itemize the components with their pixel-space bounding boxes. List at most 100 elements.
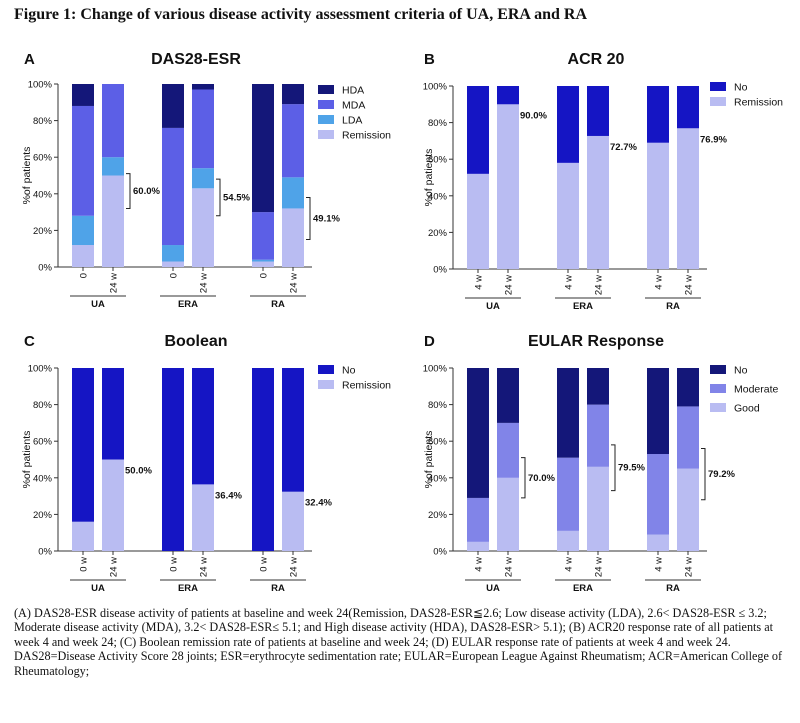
legend-label: LDA [342, 115, 362, 127]
y-tick-label: 40% [33, 473, 53, 484]
panel-c: C Boolean 0% 20% 40% 60% 80% 100% %of patients 0 … [21, 333, 391, 594]
bar-segment-no [587, 368, 609, 405]
bar-segment-remission [467, 173, 489, 269]
legend-swatch [710, 384, 726, 393]
legend-label: No [734, 82, 748, 94]
bar-segment-remission [557, 162, 579, 269]
x-category-label: 24 w [504, 275, 515, 295]
y-axis-label: %of patients [21, 147, 33, 205]
x-category-label: 4 w [474, 275, 485, 290]
x-category-label: 0 [169, 273, 180, 278]
panel-title: EULAR Response [528, 333, 664, 350]
annotation-label: 79.2% [708, 469, 735, 480]
bar-segment-no [467, 368, 489, 498]
bar-segment-moderate [647, 454, 669, 535]
panel-b: B ACR 20 0% 20% 40% 60% 80% 100% %of patients 4 w… [423, 51, 783, 312]
x-category-label: 24 w [289, 557, 300, 577]
x-category-label: 4 w [474, 557, 485, 572]
y-axis-label: %of patients [423, 149, 435, 207]
annotation-bracket [126, 173, 131, 209]
legend-swatch [318, 85, 334, 94]
bar-segment-moderate [467, 497, 489, 542]
figure-title: Figure 1: Change of various disease acti… [14, 6, 587, 23]
bar-segment-no [497, 86, 519, 105]
bar-segment-hda [282, 84, 304, 105]
bar-segment-no [72, 368, 94, 522]
x-category-label: 24 w [109, 557, 120, 577]
legend-label: Moderate [734, 384, 779, 396]
y-tick-label: 40% [428, 191, 448, 202]
y-tick-label: 80% [428, 118, 448, 129]
bar-segment-lda [252, 259, 274, 262]
panel-title: Boolean [164, 333, 227, 350]
x-category-label: 24 w [684, 275, 695, 295]
group-label: ERA [573, 301, 593, 312]
legend-swatch [710, 365, 726, 374]
panel-d: D EULAR Response 0% 20% 40% 60% 80% 100% %of pat… [423, 333, 779, 594]
x-category-label: 24 w [289, 273, 300, 293]
panel-a: A DAS28-ESR 0% 20% 40% 60% 80% 100% %of patients… [21, 51, 391, 310]
bar-segment-no [497, 368, 519, 423]
x-category-label: 0 w [79, 557, 90, 572]
bar-segment-remission [192, 484, 214, 551]
bar-segment-no [102, 368, 124, 460]
bar-segment-lda [192, 168, 214, 189]
legend-label: Remission [342, 380, 391, 392]
bar-segment-no [192, 368, 214, 485]
legend-swatch [318, 115, 334, 124]
x-category-label: 24 w [684, 557, 695, 577]
group-label: UA [91, 583, 105, 594]
group-label: ERA [178, 299, 198, 310]
legend-label: Remission [342, 130, 391, 142]
bar-segment-no [557, 86, 579, 163]
bar-segment-mda [282, 104, 304, 178]
legend-swatch [318, 365, 334, 374]
legend-label: Remission [734, 97, 783, 109]
y-tick-label: 0% [38, 547, 52, 558]
legend-swatch [710, 403, 726, 412]
bar-segment-no [557, 368, 579, 458]
bar-segment-remission [677, 128, 699, 269]
group-label: RA [271, 583, 285, 594]
bar-segment-hda [252, 84, 274, 213]
group-label: RA [666, 583, 680, 594]
x-category-label: 24 w [199, 273, 210, 293]
figure-caption: (A) DAS28-ESR disease activity of patien… [14, 606, 794, 678]
bar-segment-moderate [557, 457, 579, 531]
bar-segment-good [557, 530, 579, 551]
y-tick-label: 80% [33, 400, 53, 411]
y-tick-label: 100% [28, 364, 53, 375]
legend-label: Good [734, 403, 760, 415]
annotation-label: 72.7% [610, 142, 637, 153]
bar-segment-good [647, 534, 669, 551]
group-label: RA [271, 299, 285, 310]
annotation-label: 79.5% [618, 463, 645, 474]
bar-segment-mda [252, 212, 274, 260]
legend-swatch [318, 100, 334, 109]
y-tick-label: 20% [428, 228, 448, 239]
bar-segment-remission [587, 135, 609, 269]
bar-segment-remission [162, 261, 184, 267]
y-tick-label: 0% [38, 263, 52, 274]
annotation-label: 50.0% [125, 466, 152, 477]
bar-segment-good [467, 541, 489, 551]
bar-segment-moderate [677, 406, 699, 469]
x-category-label: 24 w [594, 275, 605, 295]
y-tick-label: 40% [428, 473, 448, 484]
panel-label: A [24, 51, 35, 68]
bar-segment-moderate [587, 404, 609, 467]
bar-segment-remission [192, 188, 214, 267]
y-tick-label: 60% [33, 437, 53, 448]
group-label: UA [91, 299, 105, 310]
panel-title: DAS28-ESR [151, 51, 241, 68]
bar-segment-no [647, 368, 669, 455]
legend-swatch [318, 380, 334, 389]
bar-segment-remission [252, 261, 274, 267]
bar-segment-remission [102, 459, 124, 551]
y-tick-label: 40% [33, 189, 53, 200]
annotation-label: 70.0% [528, 473, 555, 484]
legend-label: No [342, 365, 356, 377]
bar-segment-mda [192, 89, 214, 169]
bar-segment-no [677, 368, 699, 407]
bar-segment-remission [282, 491, 304, 551]
